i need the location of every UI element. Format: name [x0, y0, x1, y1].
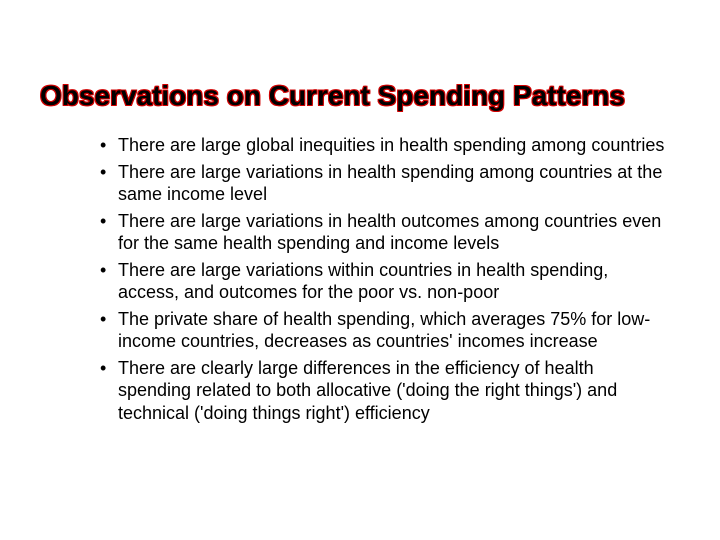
list-item: The private share of health spending, wh… [100, 308, 670, 353]
list-item: There are large global inequities in hea… [100, 134, 670, 157]
list-item: There are clearly large differences in t… [100, 357, 670, 425]
list-item: There are large variations in health out… [100, 210, 670, 255]
slide-title: Observations on Current Spending Pattern… [40, 80, 680, 112]
bullet-list: There are large global inequities in hea… [40, 134, 680, 424]
list-item: There are large variations within countr… [100, 259, 670, 304]
list-item: There are large variations in health spe… [100, 161, 670, 206]
slide: Observations on Current Spending Pattern… [0, 0, 720, 540]
